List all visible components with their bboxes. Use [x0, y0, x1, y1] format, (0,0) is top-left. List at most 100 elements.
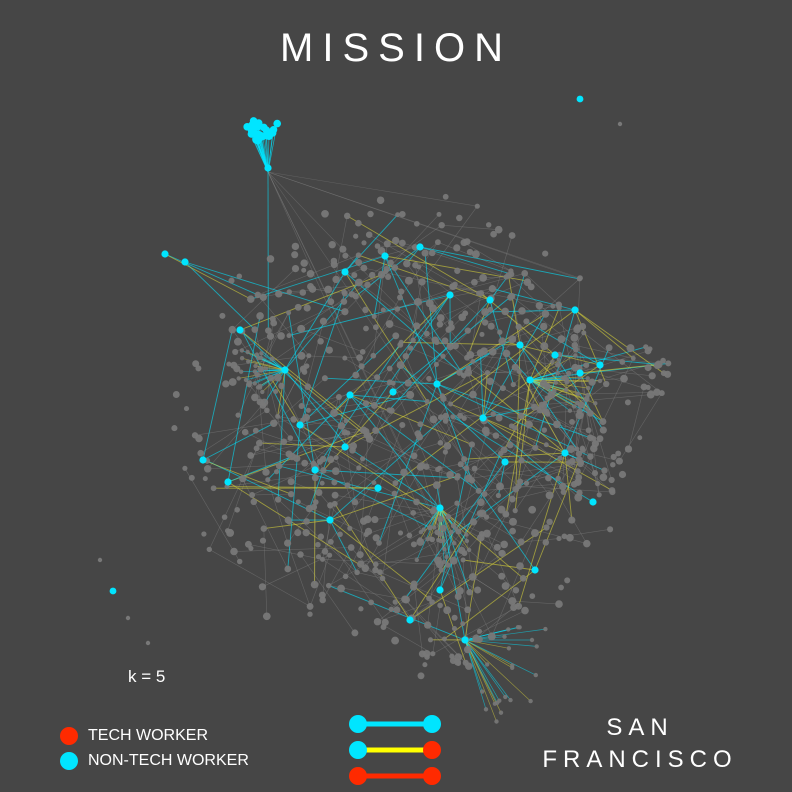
network-edge	[227, 481, 366, 569]
network-node	[523, 480, 530, 486]
network-node	[278, 382, 285, 390]
network-node	[437, 602, 443, 609]
network-edge	[577, 278, 581, 328]
network-node	[448, 401, 454, 407]
network-node	[508, 597, 517, 606]
network-node	[413, 498, 420, 506]
network-edge	[529, 361, 553, 381]
network-edge	[184, 261, 346, 313]
network-edge	[255, 430, 337, 458]
network-node	[555, 301, 563, 309]
network-node	[197, 449, 205, 457]
network-node	[443, 442, 452, 450]
network-node	[456, 369, 463, 376]
network-node	[257, 366, 265, 373]
network-node	[359, 349, 366, 355]
network-edge	[433, 419, 465, 460]
network-edge	[344, 271, 464, 376]
network-edge	[448, 502, 482, 517]
network-node	[567, 445, 575, 454]
network-node	[476, 628, 483, 634]
network-node	[413, 322, 421, 330]
network-edge	[330, 215, 348, 302]
network-node	[434, 339, 440, 346]
network-node	[300, 417, 306, 423]
network-node	[508, 697, 513, 703]
network-node	[486, 377, 494, 386]
network-node	[620, 374, 628, 383]
network-node	[392, 480, 399, 487]
network-node	[464, 368, 473, 377]
non-tech-node	[273, 119, 282, 128]
network-node	[358, 363, 365, 370]
network-edge	[415, 265, 428, 334]
network-node	[543, 524, 550, 531]
k-value-label: k = 5	[128, 667, 166, 686]
network-edge	[324, 377, 438, 385]
network-node	[530, 403, 539, 411]
network-node	[442, 193, 449, 200]
network-edge	[529, 379, 592, 382]
network-node	[302, 529, 310, 537]
network-node	[424, 654, 430, 660]
network-edge	[524, 273, 560, 306]
network-node	[500, 540, 509, 549]
network-node	[386, 379, 393, 386]
network-node	[236, 273, 243, 279]
network-node	[258, 583, 266, 591]
network-edge	[207, 402, 265, 469]
network-node	[421, 249, 429, 257]
network-edge	[239, 329, 342, 427]
network-node	[432, 525, 437, 530]
network-node	[320, 467, 327, 474]
network-node	[546, 518, 553, 526]
network-node	[342, 355, 348, 361]
network-node	[574, 446, 580, 452]
network-edge	[373, 255, 386, 317]
network-node	[254, 352, 260, 357]
network-node	[337, 531, 343, 538]
network-node	[590, 444, 598, 453]
network-node	[330, 261, 338, 269]
network-node	[275, 290, 283, 298]
network-node	[476, 349, 485, 357]
city-name: SAN FRANCISCO	[530, 712, 750, 776]
network-node	[653, 388, 661, 396]
gray-nodes	[97, 121, 672, 724]
network-edge	[404, 461, 506, 600]
network-node	[257, 385, 263, 390]
network-node	[462, 659, 469, 666]
network-edge	[335, 267, 365, 280]
network-node	[541, 427, 548, 433]
network-edge	[426, 605, 519, 658]
network-node	[221, 514, 228, 520]
network-node	[259, 402, 267, 409]
network-node	[266, 332, 275, 340]
non-tech-node	[596, 361, 604, 369]
network-edge	[299, 424, 434, 512]
network-node	[361, 240, 367, 246]
network-node	[452, 541, 457, 546]
network-edge	[207, 463, 314, 470]
network-node	[418, 650, 426, 658]
network-edge	[480, 352, 484, 419]
network-node	[560, 375, 567, 381]
network-node	[445, 513, 452, 520]
network-node	[588, 378, 596, 386]
network-edge	[419, 246, 512, 275]
network-edge	[248, 544, 323, 560]
network-node	[306, 269, 315, 278]
non-tech-node	[416, 243, 424, 251]
network-edge	[511, 296, 535, 408]
network-node	[576, 408, 583, 415]
network-node	[442, 546, 447, 552]
network-node	[381, 618, 389, 626]
network-node	[568, 516, 576, 524]
network-node	[333, 455, 339, 461]
network-node	[460, 239, 468, 247]
network-edge	[385, 214, 440, 272]
network-node	[493, 543, 501, 551]
network-edge	[379, 571, 468, 611]
network-node	[605, 344, 613, 352]
network-node	[265, 327, 272, 334]
